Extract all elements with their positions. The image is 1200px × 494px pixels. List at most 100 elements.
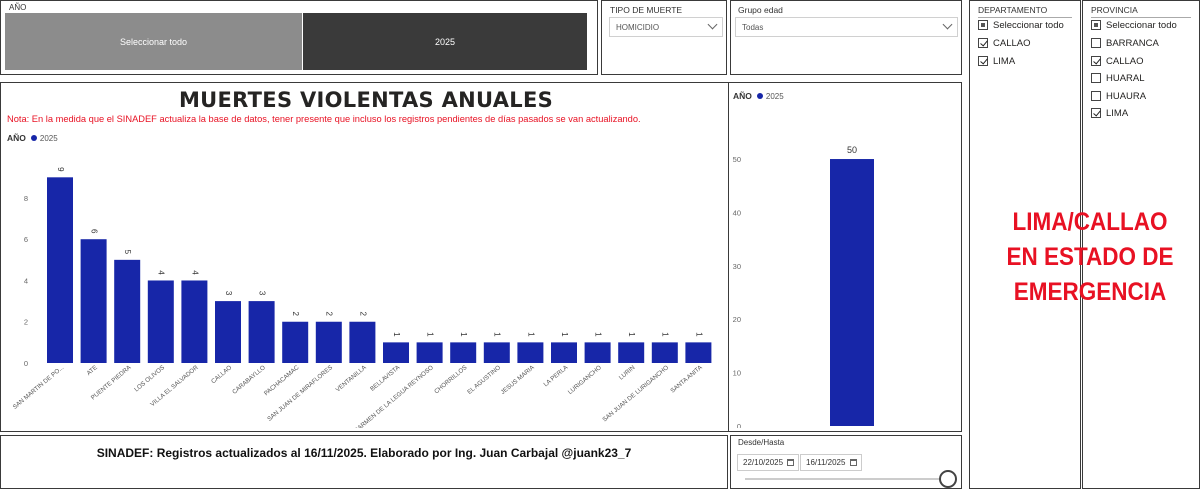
data-label: 50 <box>847 145 857 155</box>
provincia-item-barranca[interactable]: BARRANCA <box>1091 36 1159 50</box>
grupo-edad-dropdown[interactable]: Todas <box>735 17 958 37</box>
bar <box>114 259 141 363</box>
provincia-item-huaura[interactable]: HUAURA <box>1091 89 1146 103</box>
bar <box>416 342 443 363</box>
y-tick-label: 10 <box>733 369 741 378</box>
x-tick-label: SANTA ANITA <box>669 364 704 395</box>
date-from-value: 22/10/2025 <box>743 458 784 467</box>
checkbox-icon[interactable] <box>1091 73 1101 83</box>
item-label: BARRANCA <box>1106 37 1159 49</box>
calendar-icon[interactable] <box>850 459 857 466</box>
data-label: 1 <box>425 332 434 337</box>
departamento-item-lima[interactable]: LIMA <box>978 54 1015 68</box>
y-tick-label: 4 <box>24 276 28 285</box>
checkbox-checked-icon[interactable] <box>1091 108 1101 118</box>
checkbox-checked-icon[interactable] <box>1091 56 1101 66</box>
data-label: 4 <box>190 270 199 275</box>
x-tick-label: BELLAVISTA <box>369 364 402 393</box>
provincia-item-callao[interactable]: CALLAO <box>1091 54 1144 68</box>
date-to-input[interactable]: 16/11/2025 <box>800 454 862 471</box>
chart-note: Nota: En la medida que el SINADEF actual… <box>7 114 641 124</box>
x-tick-label: VENTANILLA <box>335 364 369 394</box>
date-to-value: 16/11/2025 <box>806 458 846 467</box>
checkbox-checked-icon[interactable] <box>978 56 988 66</box>
departamento-item-callao[interactable]: CALLAO <box>978 36 1031 50</box>
data-label: 1 <box>627 332 636 337</box>
checkbox-icon[interactable] <box>1091 38 1101 48</box>
bar <box>349 321 376 363</box>
chevron-down-icon <box>942 19 953 30</box>
checkbox-partial-icon[interactable] <box>978 20 988 30</box>
y-tick-label: 2 <box>24 318 28 327</box>
legend-series: 2025 <box>765 91 784 101</box>
bar <box>450 342 477 363</box>
divider <box>1091 17 1191 18</box>
date-slider-track[interactable] <box>745 478 945 480</box>
data-label: 4 <box>157 270 166 275</box>
chart-divider <box>728 83 729 431</box>
bar <box>584 342 611 363</box>
provincia-title: PROVINCIA <box>1091 5 1138 15</box>
year-slicer-title: AÑO <box>9 3 27 12</box>
y-tick-label: 30 <box>733 262 741 271</box>
data-label: 1 <box>661 332 670 337</box>
item-label: CALLAO <box>1106 55 1144 67</box>
calendar-icon[interactable] <box>787 459 794 466</box>
tipo-muerte-dropdown[interactable]: HOMICIDIO <box>609 17 723 37</box>
x-tick-label: LOS OLIVOS <box>133 364 166 393</box>
y-tick-label: 20 <box>733 315 741 324</box>
checkbox-partial-icon[interactable] <box>1091 20 1101 30</box>
y-tick-label: 50 <box>733 155 741 164</box>
date-from-input[interactable]: 22/10/2025 <box>737 454 799 471</box>
legend-series: 2025 <box>39 133 58 143</box>
legend-dot-icon <box>756 93 763 99</box>
date-slicer-title: Desde/Hasta <box>738 438 785 447</box>
chart-title: MUERTES VIOLENTAS ANUALES <box>178 88 554 112</box>
emergency-banner: LIMA/CALLAO EN ESTADO DE EMERGENCIA <box>991 205 1189 310</box>
data-label: 1 <box>493 332 502 337</box>
side-bar-chart: 0 10 20 30 40 50 50 <box>733 145 874 428</box>
year-slicer: AÑO Seleccionar todo 2025 <box>0 0 598 75</box>
bar <box>215 301 241 363</box>
x-tick-label: JESUS MARIA <box>500 364 537 396</box>
date-slider-handle[interactable] <box>939 470 957 488</box>
data-label: 2 <box>358 312 367 317</box>
grupo-edad-slicer: Grupo edad Todas <box>730 0 962 75</box>
emergency-line: EMERGENCIA <box>1013 278 1167 306</box>
legend-dot-icon <box>30 135 37 141</box>
bar <box>618 342 645 363</box>
bar <box>383 342 409 363</box>
x-tick-label: SAN JUAN DE MIRAFLORES <box>266 364 334 423</box>
year-2025-button[interactable]: 2025 <box>303 13 587 70</box>
item-label: Seleccionar todo <box>993 19 1064 31</box>
provincia-item-lima[interactable]: LIMA <box>1091 106 1128 120</box>
bar <box>651 342 678 363</box>
bar <box>282 321 309 363</box>
x-tick-label: EL AGUSTINO <box>466 364 502 396</box>
y-tick-label: 8 <box>24 194 28 203</box>
provincia-item-huaral[interactable]: HUARAL <box>1091 71 1145 85</box>
bar <box>147 280 174 363</box>
grupo-edad-value: Todas <box>742 22 764 32</box>
provincia-slicer: PROVINCIA Seleccionar todo BARRANCA CALL… <box>1082 0 1200 489</box>
data-label: 3 <box>224 291 233 296</box>
bar <box>248 301 275 363</box>
provincia-item-select-all[interactable]: Seleccionar todo <box>1091 18 1177 32</box>
checkbox-icon[interactable] <box>1091 91 1101 101</box>
data-label: 5 <box>123 250 132 255</box>
data-label: 1 <box>392 332 401 337</box>
item-label: CALLAO <box>993 37 1031 49</box>
bar <box>551 342 577 363</box>
y-tick-label: 0 <box>737 422 741 428</box>
x-tick-label: ATE <box>86 364 99 377</box>
select-all-year-button[interactable]: Seleccionar todo <box>5 13 302 70</box>
footer-panel: SINADEF: Registros actualizados al 16/11… <box>0 435 728 489</box>
departamento-item-select-all[interactable]: Seleccionar todo <box>978 18 1064 32</box>
data-label: 1 <box>560 332 569 337</box>
data-label: 6 <box>89 229 98 234</box>
x-tick-label: LURIGANCHO <box>567 364 603 396</box>
footer-credits: SINADEF: Registros actualizados al 16/11… <box>96 446 632 460</box>
checkbox-checked-icon[interactable] <box>978 38 988 48</box>
legend-title: AÑO <box>733 91 752 101</box>
